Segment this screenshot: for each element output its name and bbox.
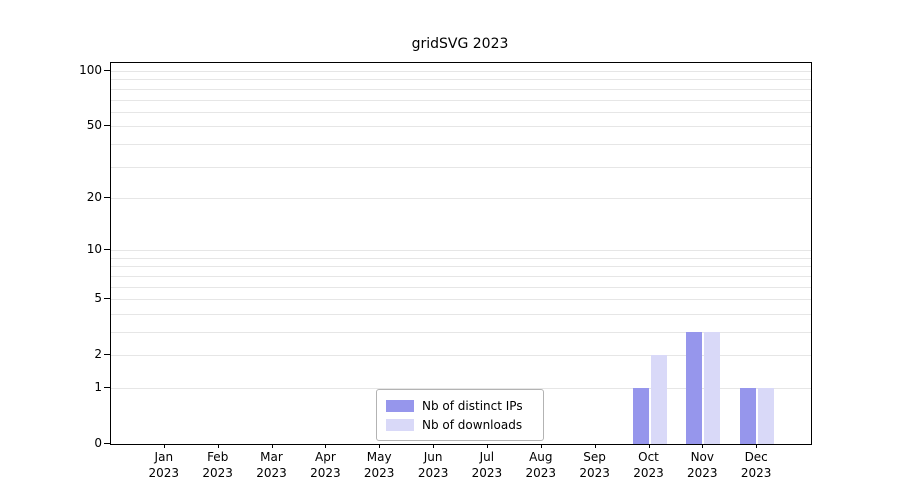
x-axis-tick (163, 444, 165, 448)
x-tick-label: Jun 2023 (417, 450, 449, 480)
y-tick-label: 10 (86, 242, 102, 257)
y-tick-label: 1 (94, 380, 102, 394)
x-tick-label: Dec 2023 (740, 450, 772, 480)
gridline (111, 111, 811, 113)
gridline (111, 166, 811, 168)
legend-label-downloads: Nb of downloads (422, 417, 523, 432)
bar-series-0 (686, 332, 703, 444)
x-tick-label: Mar 2023 (256, 450, 287, 480)
y-axis-tick (104, 387, 110, 388)
bar-series-1 (650, 355, 667, 444)
gridline (111, 71, 811, 72)
x-axis-tick (756, 444, 758, 448)
gridline (111, 275, 811, 277)
y-tick-label: 2 (94, 347, 102, 362)
y-tick-label: 5 (94, 291, 102, 306)
y-axis-tick (104, 298, 110, 300)
x-tick-label: Oct 2023 (633, 450, 664, 480)
x-tick-label: Nov 2023 (687, 450, 718, 480)
legend-item-downloads: Nb of downloads (386, 415, 534, 434)
gridline (111, 143, 811, 145)
y-axis-tick (104, 443, 110, 444)
x-axis-tick (648, 444, 650, 448)
x-tick-label: Aug 2023 (525, 450, 557, 480)
gridline (111, 197, 811, 199)
x-axis-tick (594, 444, 596, 448)
gridline (111, 286, 811, 288)
gridline (111, 88, 811, 90)
gridline (111, 257, 811, 259)
bar-series-0 (632, 388, 649, 444)
legend-swatch-distinct-ips (386, 399, 414, 412)
y-tick-label: 50 (86, 118, 102, 133)
x-axis-tick (217, 444, 219, 448)
gridline (111, 266, 811, 268)
gridline (111, 99, 811, 101)
gridline (111, 355, 811, 357)
y-axis-tick (104, 70, 110, 71)
x-tick-label: Jul 2023 (471, 450, 503, 480)
bar-series-0 (740, 388, 757, 444)
gridline (111, 79, 811, 81)
chart-title: gridSVG 2023 (411, 36, 509, 52)
gridline (111, 299, 811, 301)
x-tick-label: Sep 2023 (579, 450, 610, 480)
y-tick-label: 0 (94, 436, 102, 450)
x-axis-tick (379, 444, 381, 448)
x-axis-tick (486, 444, 488, 448)
gridline (111, 332, 811, 333)
y-axis-tick (104, 196, 110, 198)
gridline (111, 313, 811, 315)
legend-item-distinct-ips: Nb of distinct IPs (386, 396, 534, 415)
x-axis-tick (540, 444, 542, 448)
x-axis-tick (325, 444, 327, 448)
gridline (111, 250, 811, 252)
x-axis-tick (433, 444, 435, 448)
x-tick-label: Apr 2023 (310, 450, 341, 480)
y-axis-tick (104, 249, 110, 251)
bar-series-1 (704, 332, 721, 444)
gridline (111, 388, 811, 389)
x-tick-label: May 2023 (363, 450, 395, 480)
y-axis-tick (104, 354, 110, 356)
y-tick-label: 100 (79, 63, 102, 77)
x-axis-tick (702, 444, 704, 448)
x-tick-label: Feb 2023 (202, 450, 233, 480)
legend: Nb of distinct IPs Nb of downloads (376, 389, 544, 441)
bar-series-1 (758, 388, 775, 444)
legend-swatch-downloads (386, 418, 414, 431)
y-axis-tick (104, 125, 110, 127)
legend-label-distinct-ips: Nb of distinct IPs (422, 398, 523, 413)
y-tick-label: 20 (86, 189, 102, 204)
x-axis-tick (271, 444, 273, 448)
plot-area: Nb of distinct IPs Nb of downloads (110, 62, 812, 445)
gridline (111, 126, 811, 128)
x-tick-label: Jan 2023 (148, 450, 180, 480)
